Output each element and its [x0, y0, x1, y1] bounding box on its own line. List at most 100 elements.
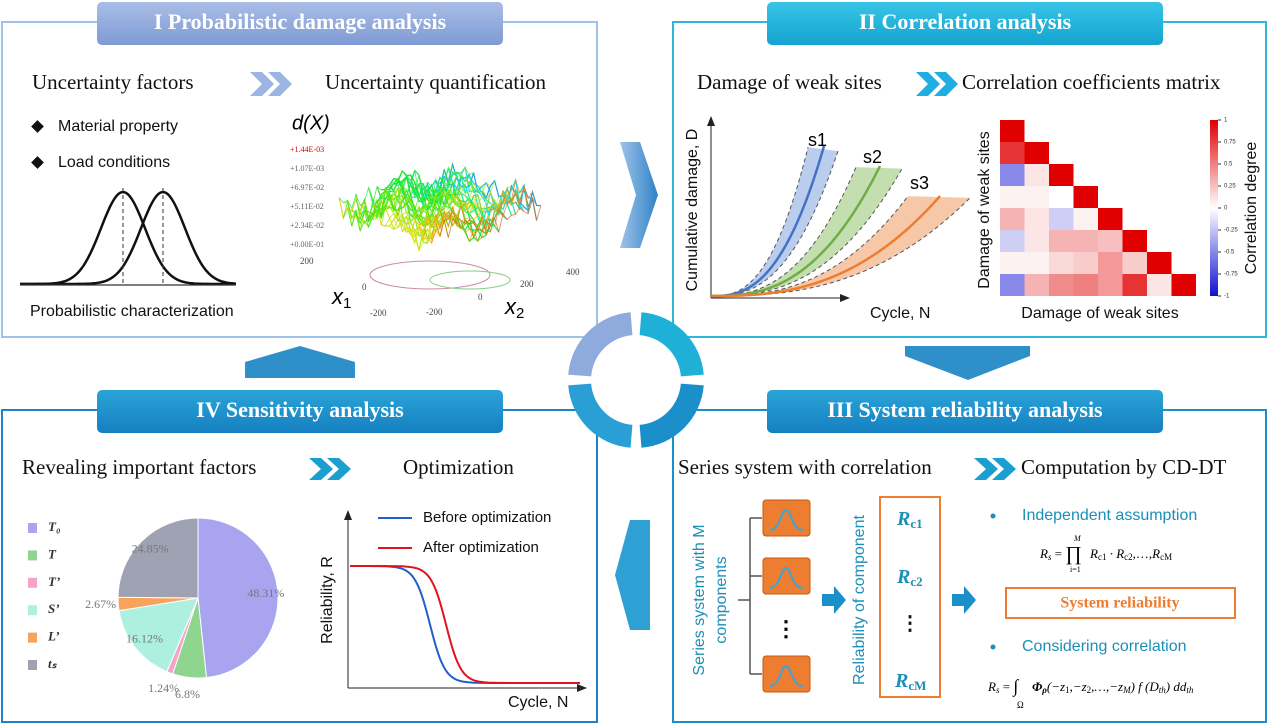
mesh-line: [364, 176, 466, 224]
colorbar-tick-label: 0.25: [1224, 184, 1236, 190]
bell-curve: [20, 190, 237, 286]
legend-swatch: [28, 605, 37, 616]
subscript: cM: [908, 678, 926, 693]
bullet: [31, 156, 44, 169]
heatmap-cell: [1073, 230, 1098, 252]
contour: [369, 260, 491, 290]
ellipsis: ⋮: [900, 613, 920, 635]
f: s: [1048, 552, 1052, 562]
colorbar-tick-label: 1: [1224, 118, 1228, 124]
reliability-curves: Before optimization After optimization: [350, 509, 580, 684]
bracket: [738, 517, 762, 675]
colorbar-tick-label: -0.75: [1224, 272, 1238, 278]
tick-label: +6.97E-02: [290, 183, 324, 192]
colorbar-tick-label: 0: [1224, 206, 1228, 212]
colorbar: [1210, 120, 1218, 296]
f: i=1: [1070, 565, 1081, 574]
reliability-curve: [350, 565, 580, 684]
heatmap-cell: [1000, 120, 1025, 142]
heading: Uncertainty factors: [32, 70, 194, 94]
heatmap-cell: [1000, 230, 1025, 252]
heatmap-cell: [1049, 274, 1074, 296]
colorbar-tick-label: -0.25: [1224, 228, 1238, 234]
axis-arrow: [840, 294, 850, 302]
symbol: x: [331, 284, 344, 309]
pie-slice: [118, 597, 199, 673]
heatmap-cell: [1000, 164, 1025, 186]
axis-arrow: [344, 510, 352, 520]
subscript: 2: [516, 305, 524, 322]
bullet: [990, 513, 996, 519]
band: [712, 167, 902, 296]
pie-slice: [117, 517, 199, 599]
panel-title: I Probabilistic damage analysis: [154, 9, 447, 34]
legend-swatch: [28, 577, 37, 588]
heading: Optimization: [403, 455, 514, 479]
ellipsis: ⋮: [775, 616, 797, 641]
symbol: R: [896, 566, 910, 588]
bullet: [990, 644, 996, 650]
component-boxes: [762, 499, 811, 693]
arrow: [822, 586, 846, 614]
bound: [711, 195, 909, 297]
legend-swatch: [28, 550, 37, 561]
heatmap-cell: [1147, 274, 1172, 296]
colorbar-ticks: 1 0.75 0.5 0.25 0 -0.25 -0.5 -0.75 -1: [1218, 118, 1238, 300]
tick-label: 0: [362, 282, 367, 292]
heatmap-cell: [1049, 252, 1074, 274]
rotated-label: Reliability of component: [851, 515, 868, 685]
rotated-label: components: [713, 556, 730, 643]
heatmap-cell: [1000, 274, 1025, 296]
f: ρ: [1041, 685, 1047, 695]
formula: Rs = ∏M i=1Rc1 · Rc2,…,RcM: [1039, 534, 1172, 574]
reliability-curve: [350, 565, 580, 684]
f: R: [1039, 546, 1048, 561]
panel-title: IV Sensitivity analysis: [196, 397, 404, 422]
heading: Computation by CD-DT: [1021, 455, 1226, 479]
panel-header: [97, 2, 503, 45]
ring-segment: [639, 383, 704, 448]
panel-header: [767, 2, 1163, 45]
legend-label: L’: [47, 629, 60, 644]
reliability-symbol: Rc1: [896, 508, 923, 531]
chevrons: [250, 72, 292, 96]
mesh-line: [435, 185, 537, 237]
heatmap-cell: [1147, 252, 1172, 274]
mesh-line: [439, 199, 542, 238]
arrow: [952, 586, 976, 614]
band: [712, 147, 838, 296]
tick-labels: 200 0 -200 -200 0 200 400: [300, 256, 580, 318]
f: ) dd: [1165, 679, 1187, 694]
f: M: [1073, 534, 1082, 543]
f: ,−z: [1070, 679, 1087, 694]
mesh-line: [431, 178, 533, 244]
legend-label: T: [48, 546, 57, 561]
heatmap-cell: [1122, 252, 1147, 274]
axis-label: Cycle, N: [870, 305, 930, 322]
reliability-symbols: Rc1 Rc2 ⋮ RcM: [894, 508, 926, 693]
legend-label: tₛ: [48, 656, 58, 671]
surface-plot: [338, 162, 542, 290]
bullet-text: Material property: [58, 118, 178, 135]
heading: Uncertainty quantification: [325, 70, 547, 94]
f: =: [999, 679, 1013, 694]
f: R: [1151, 546, 1160, 561]
mesh-line: [368, 172, 470, 218]
symbol: x: [504, 294, 517, 319]
mesh-line: [372, 167, 474, 220]
f: M: [1122, 685, 1131, 695]
f: ,…,: [1133, 546, 1153, 561]
heatmap-cell: [1000, 186, 1025, 208]
heatmap-cell: [1049, 208, 1074, 230]
f: ) f (D: [1130, 679, 1160, 694]
axis-label: Damage of weak sites: [1021, 305, 1178, 322]
mesh-line: [401, 192, 504, 240]
heatmap-cell: [1073, 252, 1098, 274]
heatmap-cell: [1000, 252, 1025, 274]
tick-label: 200: [300, 256, 314, 266]
reliability-symbol: RcM: [894, 670, 926, 693]
reliability-symbol: Rc2: [896, 566, 923, 589]
f: ∏: [1065, 543, 1081, 565]
legend-label: After optimization: [423, 539, 539, 556]
